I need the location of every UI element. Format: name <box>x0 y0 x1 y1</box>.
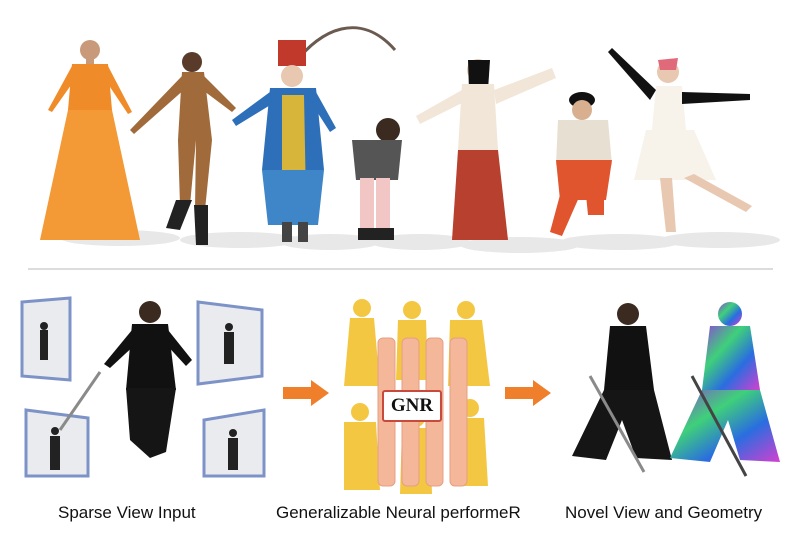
sparse-view-input-label: Sparse View Input <box>58 503 196 522</box>
performer-orange-gown <box>40 40 140 240</box>
performer-leopard-outfit <box>130 52 236 245</box>
novel-view-graphic <box>572 302 780 477</box>
sparse-view-input-graphic <box>20 296 266 478</box>
right-arrow-icon <box>505 380 551 406</box>
performers-row <box>40 26 780 253</box>
swordsman-figure <box>58 301 192 458</box>
gnr-description-label: Generalizable Neural performeR <box>276 503 521 522</box>
gnr-label-box: GNR <box>382 390 442 422</box>
camera-view-frame-bottom-right <box>202 408 266 478</box>
performer-white-dress <box>608 48 752 232</box>
novel-view-label: Novel View and Geometry <box>565 503 763 522</box>
floor-shadows <box>60 230 780 253</box>
camera-view-frame-top-left <box>20 296 72 382</box>
performer-bowing-kid <box>352 118 402 240</box>
section-divider <box>28 268 773 270</box>
novel-view-rendering <box>572 303 672 473</box>
geometry-normal-map <box>670 302 780 477</box>
camera-view-frame-bottom-left <box>24 408 90 478</box>
performer-hanfu-dancer <box>416 59 556 240</box>
performer-crouching-cap <box>550 92 612 236</box>
right-arrow-icon <box>283 380 329 406</box>
camera-view-frame-top-right <box>196 300 264 386</box>
performer-opera-costume <box>232 26 397 242</box>
